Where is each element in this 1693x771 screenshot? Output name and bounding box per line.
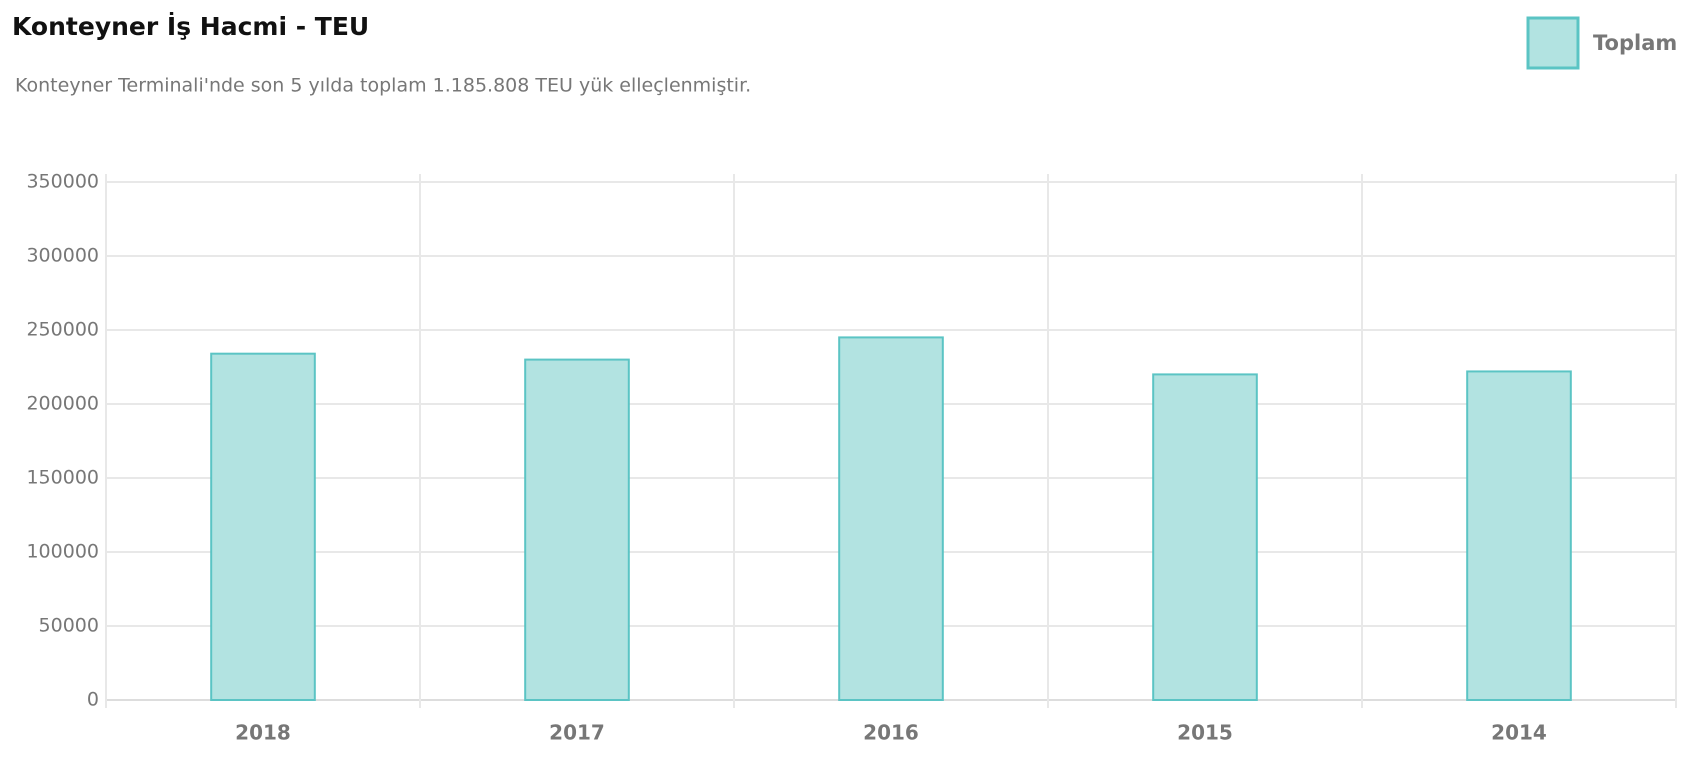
bar xyxy=(838,336,944,701)
y-tick-label: 150000 xyxy=(26,467,99,489)
bar xyxy=(524,358,630,701)
legend-swatch xyxy=(1526,16,1580,70)
x-tick-label: 2015 xyxy=(1177,721,1233,745)
y-tick-label: 200000 xyxy=(26,393,99,415)
y-tick-label: 0 xyxy=(87,689,99,711)
legend-label: Toplam xyxy=(1593,31,1677,55)
y-tick-label: 100000 xyxy=(26,541,99,563)
y-tick-label: 250000 xyxy=(26,319,99,341)
y-tick-label: 300000 xyxy=(26,245,99,267)
bar xyxy=(1152,373,1258,701)
y-tick-label: 50000 xyxy=(39,615,99,637)
bar xyxy=(210,352,316,701)
x-tick-label: 2016 xyxy=(863,721,919,745)
chart-subtitle: Konteyner Terminali'nde son 5 yılda topl… xyxy=(15,75,751,97)
x-tick-label: 2018 xyxy=(235,721,291,745)
x-tick-label: 2014 xyxy=(1491,721,1547,745)
bar xyxy=(1466,370,1572,701)
y-tick-label: 350000 xyxy=(26,171,99,193)
x-tick-label: 2017 xyxy=(549,721,605,745)
chart-title: Konteyner İş Hacmi - TEU xyxy=(12,11,369,41)
